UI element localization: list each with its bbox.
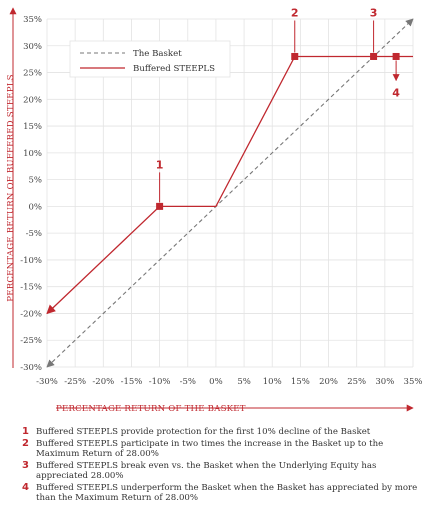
- callout-number: 4: [392, 86, 400, 99]
- y-tick-label: 5%: [29, 176, 43, 186]
- note-text: Buffered STEEPLS break even vs. the Bask…: [36, 461, 377, 481]
- x-tick-label: -20%: [92, 377, 114, 387]
- x-axis-title-group: PERCENTAGE RETURN OF THE BASKET: [56, 404, 414, 414]
- legend-label-basket: The Basket: [133, 49, 182, 59]
- y-tick-label: -30%: [20, 363, 42, 373]
- note-number: 2: [22, 438, 29, 449]
- x-tick-label: 0%: [209, 377, 223, 387]
- y-tick-label: -10%: [20, 256, 42, 266]
- x-tick-label: -15%: [121, 377, 143, 387]
- data-point-marker: [291, 52, 299, 60]
- note-text: Buffered STEEPLS underperform the Basket…: [36, 483, 418, 503]
- callout-number: 2: [291, 6, 299, 19]
- legend-box: [69, 40, 231, 78]
- series: [46, 18, 414, 368]
- y-axis-title: PERCENTAGE RETURN OF BUFFERED STEEPLS: [6, 74, 16, 301]
- x-tick-label: 30%: [375, 377, 394, 387]
- y-axis-title-group: PERCENTAGE RETURN OF BUFFERED STEEPLS: [6, 7, 17, 368]
- y-tick-label: -15%: [20, 283, 42, 293]
- note-item: 1 Buffered STEEPLS provide protection fo…: [22, 426, 422, 438]
- series-line-buffered-steepls: [46, 55, 413, 315]
- y-tick-label: 0%: [29, 202, 43, 212]
- x-tick-label: 35%: [404, 377, 423, 387]
- y-tick-label: 35%: [23, 15, 42, 25]
- x-tick-label: 25%: [347, 377, 366, 387]
- x-tick-label: 15%: [291, 377, 310, 387]
- x-tick-label: -30%: [36, 377, 58, 387]
- y-tick-label: -5%: [26, 229, 42, 239]
- series-line-basket: [46, 18, 414, 368]
- x-tick-label: 10%: [263, 377, 282, 387]
- y-tick-label: 20%: [23, 95, 42, 105]
- note-item: 4 Buffered STEEPLS underperform the Bask…: [22, 482, 422, 504]
- data-point-marker: [392, 52, 400, 60]
- note-item: 3 Buffered STEEPLS break even vs. the Ba…: [22, 460, 422, 482]
- x-tick-label: -5%: [180, 377, 196, 387]
- callouts: 1 2 3 4: [156, 6, 400, 203]
- x-tick-label: 20%: [319, 377, 338, 387]
- note-text: Buffered STEEPLS participate in two time…: [36, 439, 384, 459]
- data-point-marker: [370, 52, 378, 60]
- data-point-marker: [156, 202, 164, 210]
- y-tick-label: -20%: [20, 309, 42, 319]
- chart-svg: 35%30%25%20%15%10%5%0%-5%-10%-15%-20%-25…: [6, 6, 422, 414]
- y-tick-label: 30%: [23, 42, 42, 52]
- legend-label-steepls: Buffered STEEPLS: [133, 64, 215, 74]
- tick-labels: 35%30%25%20%15%10%5%0%-5%-10%-15%-20%-25…: [20, 15, 422, 387]
- note-text: Buffered STEEPLS provide protection for …: [36, 427, 371, 437]
- y-tick-label: 10%: [23, 149, 42, 159]
- notes-list: 1 Buffered STEEPLS provide protection fo…: [22, 427, 422, 505]
- x-axis-title: PERCENTAGE RETURN OF THE BASKET: [56, 404, 246, 414]
- note-number: 4: [22, 482, 29, 493]
- callout-number: 1: [156, 158, 164, 171]
- y-tick-label: 25%: [23, 69, 42, 79]
- markers: [156, 52, 400, 210]
- x-tick-label: 5%: [237, 377, 251, 387]
- y-tick-label: -25%: [20, 336, 42, 346]
- legend: The Basket Buffered STEEPLS: [69, 40, 231, 78]
- y-tick-label: 15%: [23, 122, 42, 132]
- callout-number: 3: [370, 6, 378, 19]
- note-number: 3: [22, 460, 29, 471]
- note-item: 2 Buffered STEEPLS participate in two ti…: [22, 438, 422, 460]
- x-tick-label: -25%: [64, 377, 86, 387]
- note-number: 1: [22, 426, 29, 437]
- x-tick-label: -10%: [149, 377, 171, 387]
